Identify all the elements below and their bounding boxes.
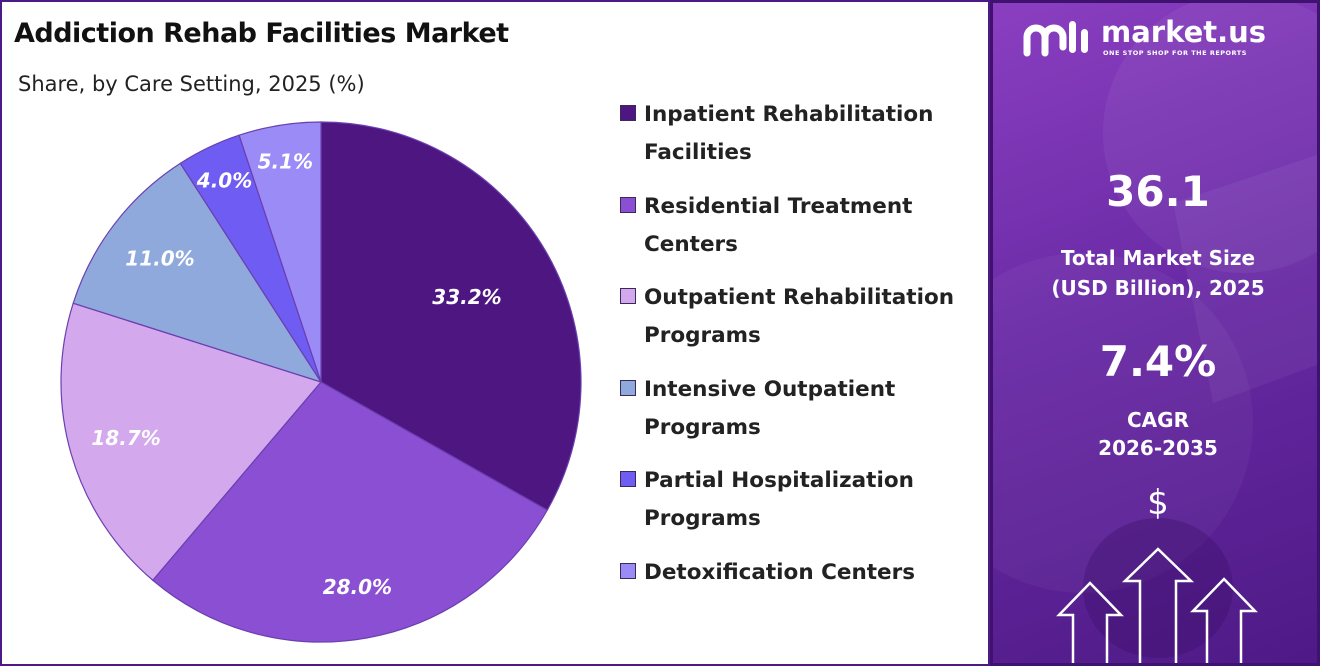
legend-item: Residential Treatment Centers [620, 188, 980, 280]
slice-value-label: 4.0% [196, 168, 252, 192]
legend-item: Outpatient Rehabilitation Programs [620, 279, 980, 371]
pie-slice [238, 121, 322, 383]
summary-panel: market.us ONE STOP SHOP FOR THE REPORTS … [990, 0, 1320, 666]
legend-swatch [620, 196, 636, 213]
market-size-label-line1: Total Market Size [1060, 246, 1256, 270]
legend-swatch [620, 471, 636, 488]
up-arrow-icon [1190, 577, 1258, 663]
legend-swatch [620, 288, 636, 305]
pie-slice [151, 381, 549, 643]
legend-label: Detoxification Centers [644, 559, 916, 585]
legend-label: Intensive Outpatient Programs [644, 376, 896, 440]
pie-slice [72, 162, 323, 384]
slice-value-label: 5.1% [258, 149, 313, 173]
brand-name: market.us [1101, 15, 1267, 49]
cagr-value: 7.4% [1099, 337, 1217, 386]
chart-title: Addiction Rehab Facilities Market [14, 18, 509, 49]
legend-swatch [620, 562, 636, 579]
slice-value-label: 18.7% [91, 426, 160, 450]
growth-arrows [1056, 547, 1258, 663]
up-arrow-icon [1056, 581, 1124, 663]
legend-item: Intensive Outpatient Programs [620, 371, 980, 463]
legend-label: Inpatient Rehabilitation Facilities [644, 102, 934, 165]
legend-swatch [620, 105, 636, 121]
up-arrow-icon [1121, 547, 1195, 663]
pie-slice [320, 121, 582, 511]
legend-item: Partial Hospitalization Programs [620, 462, 980, 554]
market-size-label-line2: (USD Billion), 2025 [1051, 276, 1265, 300]
chart-panel: Addiction Rehab Facilities Market Share,… [0, 0, 990, 666]
legend-item: Detoxification Centers [620, 554, 980, 646]
brand-tagline: ONE STOP SHOP FOR THE REPORTS [1103, 49, 1247, 57]
pie-chart: 33.2% 28.0% 18.7% 11.0% 4.0%5.1% [60, 121, 582, 643]
slice-value-label: 28.0% [323, 575, 392, 599]
slice-value-label: 33.2% [432, 285, 501, 309]
chart-subtitle: Share, by Care Setting, 2025 (%) [18, 72, 365, 96]
legend-swatch [620, 379, 636, 396]
legend: Inpatient Rehabilitation Facilities Resid… [620, 96, 980, 646]
market-us-logo-icon [1023, 21, 1088, 57]
cagr-label-line2: 2026-2035 [1098, 436, 1218, 460]
slice-value-label: 11.0% [125, 247, 194, 271]
market-size-value: 36.1 [1106, 167, 1210, 216]
cagr-label-line1: CAGR [1127, 408, 1189, 432]
dollar-icon: $ [1147, 483, 1169, 523]
legend-item: Inpatient Rehabilitation Facilities [620, 96, 980, 188]
legend-label: Outpatient Rehabilitation Programs [644, 285, 955, 349]
pie-slice [60, 302, 323, 582]
legend-label: Partial Hospitalization Programs [644, 468, 914, 532]
legend-label: Residential Treatment Centers [644, 193, 913, 257]
background-decoration [993, 3, 1317, 658]
